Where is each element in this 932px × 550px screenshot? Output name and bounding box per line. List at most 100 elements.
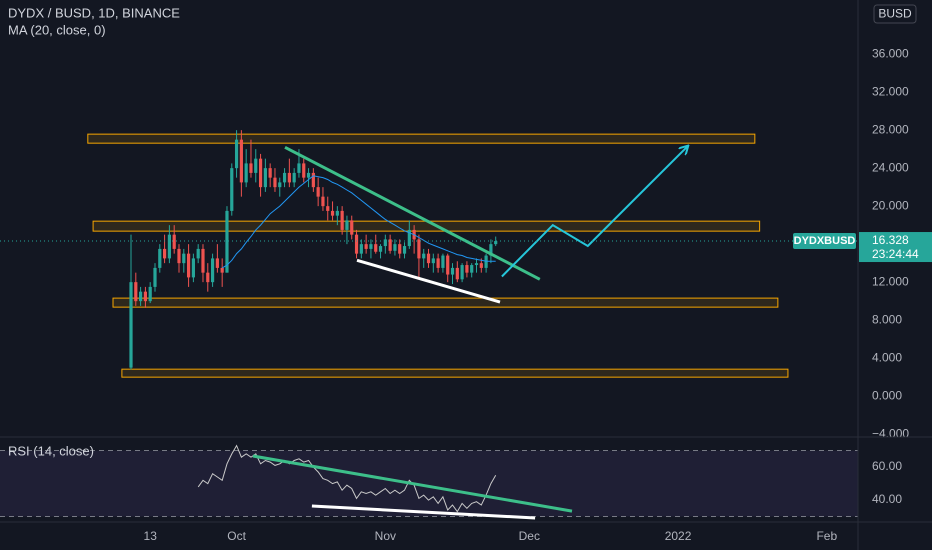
candle-body bbox=[474, 263, 479, 266]
candle-body bbox=[206, 272, 210, 283]
candle-body bbox=[407, 229, 411, 247]
symbol-label: DYDXBUSD bbox=[794, 235, 856, 247]
rsi-tick-label: 60.00 bbox=[872, 459, 902, 473]
candle-body bbox=[489, 244, 493, 256]
candle-body bbox=[479, 263, 483, 268]
candle-body bbox=[450, 267, 455, 275]
candle-body bbox=[316, 187, 320, 197]
candle-body bbox=[465, 265, 469, 273]
candle-body bbox=[460, 265, 464, 280]
candle-body bbox=[470, 265, 474, 273]
x-tick-label: Oct bbox=[227, 529, 246, 543]
candle-body bbox=[436, 258, 440, 268]
candle-body bbox=[287, 172, 291, 183]
candle-body bbox=[273, 177, 277, 188]
y-tick-label: 8.000 bbox=[872, 312, 902, 326]
candle-body bbox=[345, 220, 349, 230]
candle-body bbox=[402, 246, 407, 254]
candle-body bbox=[258, 158, 263, 188]
candle-body bbox=[340, 210, 344, 230]
candle-body bbox=[167, 234, 171, 259]
candle-body bbox=[306, 172, 311, 178]
candle-body bbox=[162, 248, 167, 259]
candle-body bbox=[282, 172, 287, 183]
x-tick-label: 2022 bbox=[665, 529, 692, 543]
candle-body bbox=[139, 291, 143, 302]
candle-body bbox=[177, 248, 181, 264]
candle-body bbox=[196, 248, 200, 259]
x-tick-label: Feb bbox=[816, 529, 837, 543]
candle-body bbox=[268, 168, 272, 178]
currency-badge[interactable] bbox=[873, 4, 917, 24]
candle-body bbox=[297, 163, 301, 173]
candle-body bbox=[239, 139, 243, 183]
price-zone bbox=[92, 220, 761, 232]
candle-body bbox=[441, 255, 445, 268]
candle-body bbox=[249, 163, 253, 173]
candle-body bbox=[398, 244, 402, 254]
candle-body bbox=[417, 239, 421, 259]
ma-legend: MA (20, close, 0) bbox=[8, 22, 106, 37]
candle-body bbox=[129, 282, 133, 368]
candle-body bbox=[311, 172, 315, 188]
candle-body bbox=[364, 244, 368, 249]
price-label: 16.328 bbox=[872, 233, 909, 247]
candle-body bbox=[191, 258, 195, 278]
candle-body bbox=[302, 163, 306, 178]
candle-body bbox=[359, 244, 363, 254]
candle-body bbox=[182, 253, 186, 264]
candle-body bbox=[422, 253, 426, 259]
candle-body bbox=[215, 258, 219, 268]
x-tick-label: 13 bbox=[144, 529, 158, 543]
candle-body bbox=[210, 258, 215, 283]
currency-label: BUSD bbox=[878, 7, 912, 21]
rsi-legend: RSI (14, close) bbox=[8, 443, 94, 458]
rsi-tick-label: 40.00 bbox=[872, 492, 902, 506]
x-tick-label: Nov bbox=[375, 529, 396, 543]
candle-body bbox=[446, 255, 450, 275]
candle-body bbox=[321, 196, 325, 207]
chart-title: DYDX / BUSD, 1D, BINANCE bbox=[8, 5, 180, 20]
candle-body bbox=[186, 253, 191, 278]
candle-body bbox=[431, 258, 435, 264]
candle-body bbox=[350, 220, 354, 235]
candle-body bbox=[148, 286, 152, 302]
candle-body bbox=[278, 182, 282, 188]
candle-body bbox=[426, 253, 431, 264]
candle-body bbox=[158, 248, 162, 268]
candle-body bbox=[326, 206, 330, 211]
rsi-trend-line bbox=[252, 454, 573, 513]
candle-body bbox=[134, 282, 138, 302]
candle-body bbox=[225, 210, 229, 273]
candle-body bbox=[234, 139, 239, 169]
trend-line bbox=[284, 145, 541, 281]
rsi-trend-line bbox=[311, 504, 536, 520]
candle-body bbox=[330, 210, 335, 216]
y-tick-label: 24.000 bbox=[872, 160, 909, 174]
y-tick-label: 0.000 bbox=[872, 388, 902, 402]
candle-body bbox=[201, 248, 205, 273]
y-tick-label: 4.000 bbox=[872, 350, 902, 364]
projection-arrow bbox=[501, 146, 688, 278]
price-zone bbox=[121, 368, 789, 378]
x-tick-label: Dec bbox=[519, 529, 540, 543]
candle-body bbox=[455, 267, 459, 280]
price-zone bbox=[87, 133, 756, 144]
candle-body bbox=[494, 241, 498, 245]
candle-body bbox=[378, 246, 383, 252]
candle-body bbox=[369, 244, 373, 249]
y-tick-label: 28.000 bbox=[872, 122, 909, 136]
candle-body bbox=[388, 239, 392, 251]
countdown-label: 23:24:44 bbox=[872, 247, 919, 261]
candle-body bbox=[354, 234, 359, 254]
candle-body bbox=[263, 168, 267, 188]
candle-body bbox=[143, 291, 147, 302]
rsi-line bbox=[197, 444, 497, 513]
candle-body bbox=[230, 168, 234, 211]
price-badge bbox=[859, 232, 932, 263]
symbol-badge bbox=[793, 233, 856, 250]
y-tick-label: 32.000 bbox=[872, 84, 909, 98]
candle-body bbox=[335, 210, 339, 216]
candle-body bbox=[220, 267, 224, 273]
